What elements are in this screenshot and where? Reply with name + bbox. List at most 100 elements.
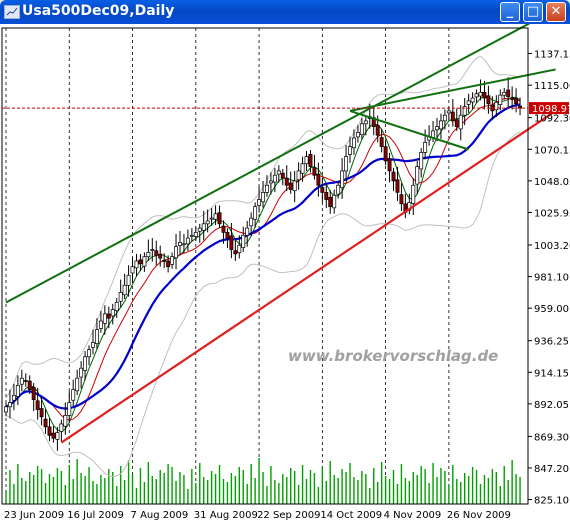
price-chart[interactable]: www.brokervorschlag.de 1137.15 1115.00 109… [0, 24, 570, 523]
volume-bar [36, 466, 39, 504]
volume-bar [317, 487, 320, 504]
volume-bar [428, 483, 430, 504]
volume-bar [376, 482, 379, 504]
candle-body [336, 184, 341, 195]
volume-bar [384, 476, 387, 504]
volume-bar [175, 481, 177, 504]
candle-body [83, 356, 88, 371]
volume-bar [321, 467, 324, 504]
close-button[interactable]: ✕ [546, 2, 566, 22]
volume-bar [388, 479, 391, 504]
volume-bar [479, 484, 482, 504]
candle-body [450, 111, 455, 122]
volume-bar [365, 474, 367, 504]
volume-bar [392, 470, 395, 504]
volume-bar [305, 479, 308, 504]
candle-body [292, 180, 297, 192]
ma-medium-red [5, 97, 521, 421]
bollinger-bands [5, 55, 521, 478]
candle-body [383, 146, 388, 162]
y-tick-label: 936.25 [534, 337, 569, 348]
volume-bar [503, 466, 505, 504]
candle-body [233, 250, 238, 255]
candle-body [518, 105, 522, 109]
candle-body [498, 94, 503, 105]
candle-body [134, 260, 139, 269]
minimize-button[interactable]: _ [500, 2, 520, 22]
volume-bar [440, 468, 442, 504]
candle-body [363, 120, 368, 125]
volume-bar [147, 462, 150, 504]
x-tick-label: 22 Sep 2009 [257, 510, 320, 521]
volume-bar [341, 469, 343, 504]
candle-body [352, 137, 356, 149]
y-tick-label: 869.30 [534, 432, 569, 443]
green-fan-trendline [349, 68, 556, 112]
candle-body [47, 426, 52, 436]
volume-bar [139, 468, 142, 504]
volume-bar [218, 465, 221, 504]
candle-body [189, 234, 194, 237]
candle-body [91, 342, 95, 348]
candle-body [375, 125, 380, 136]
candle-body [348, 146, 352, 155]
candle-body [237, 244, 242, 254]
candle-body [205, 220, 210, 225]
volume-bar [495, 472, 498, 504]
candle-body [201, 223, 206, 231]
volume-bar [444, 471, 446, 504]
volume-bar [52, 477, 55, 504]
volume-bar [452, 465, 454, 504]
volume-bar [396, 484, 399, 504]
volume-bar [68, 465, 70, 504]
candle-body [150, 249, 155, 251]
volume-bar [191, 469, 193, 504]
chart-area[interactable]: www.brokervorschlag.de 1137.15 1115.00 109… [0, 24, 570, 523]
candle-body [130, 266, 135, 274]
volume-bar [329, 461, 331, 504]
volume-bar [9, 470, 11, 504]
title-bar[interactable]: Usa500Dec09,Daily _ □ ✕ [0, 0, 570, 24]
volume-bar [17, 464, 19, 504]
candle-body [482, 91, 487, 99]
candle-body [276, 170, 281, 175]
volume-bar [171, 467, 173, 504]
volume-bar [226, 482, 229, 504]
candle-body [146, 252, 151, 258]
candle-body [27, 380, 32, 390]
volume-bar [92, 481, 94, 504]
volume-bar [420, 466, 422, 504]
candle-body [59, 423, 64, 432]
candle-body [94, 329, 99, 344]
volume-bar [293, 471, 296, 504]
volume-bar [179, 472, 181, 504]
maximize-button[interactable]: □ [523, 2, 543, 22]
candle-body [31, 387, 36, 401]
candlesticks [4, 77, 522, 451]
volume-bar [123, 480, 126, 504]
volume-bar [357, 480, 359, 504]
candle-body [241, 234, 246, 248]
candle-body [300, 163, 305, 174]
volume-bar [32, 475, 35, 504]
candle-body [11, 395, 16, 401]
x-tick-label: 7 Aug 2009 [131, 510, 189, 521]
candle-body [442, 114, 447, 122]
candle-body [462, 106, 467, 116]
volume-bar [84, 476, 86, 504]
candle-body [391, 171, 396, 182]
volume-bar [210, 471, 213, 504]
candle-body [458, 114, 463, 130]
y-tick-label: 1048.05 [534, 177, 570, 188]
candle-body [217, 212, 222, 225]
volume-bar [108, 469, 110, 504]
candle-body [470, 97, 475, 103]
candle-body [126, 274, 131, 286]
current-price-tag [529, 102, 569, 115]
candle-body [39, 408, 44, 418]
candle-body [19, 377, 24, 385]
candle-body [506, 89, 511, 97]
candle-body [435, 126, 439, 131]
candle-body [158, 253, 163, 259]
window-title: Usa500Dec09,Daily [22, 3, 175, 19]
